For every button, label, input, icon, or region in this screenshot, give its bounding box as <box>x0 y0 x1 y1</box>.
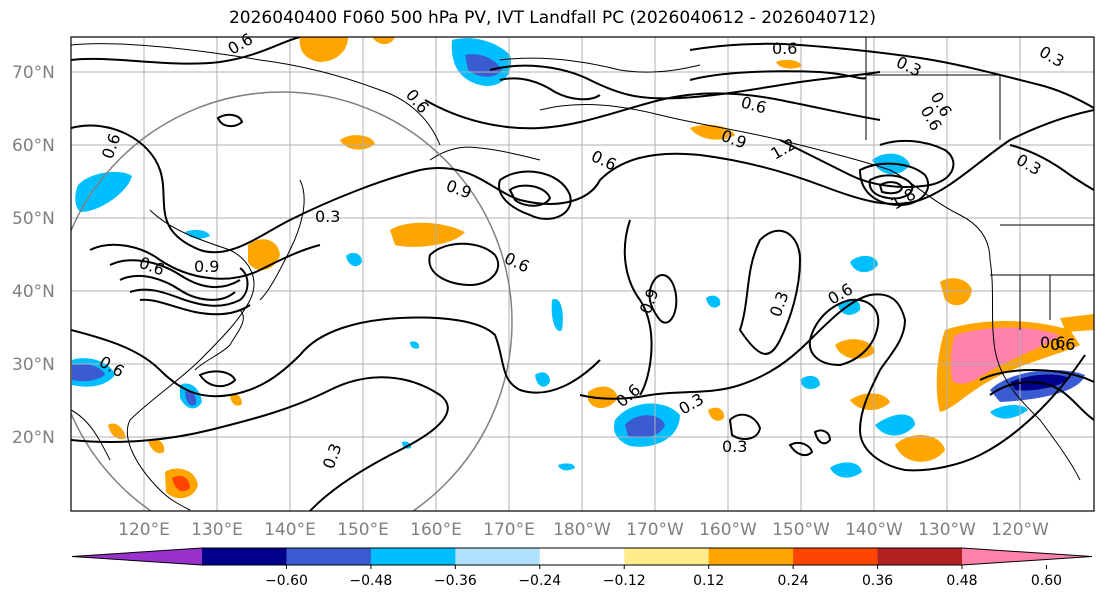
negative-anomaly-region <box>558 463 575 471</box>
colorbar-swatch <box>72 548 202 565</box>
negative-anomaly-region <box>75 171 132 212</box>
positive-anomaly-region <box>390 222 465 247</box>
lon-label: 160°E <box>410 520 462 540</box>
colorbar-tick-label: 0.48 <box>946 573 977 589</box>
lat-label: 70°N <box>12 63 55 83</box>
lat-label: 30°N <box>12 355 55 375</box>
positive-anomaly-region <box>148 438 165 454</box>
positive-anomaly-region <box>708 407 725 421</box>
colorbar-tick-label: 0.36 <box>862 573 893 589</box>
colorbar-outline <box>71 547 1093 566</box>
negative-anomaly-region <box>800 375 820 390</box>
negative-anomaly-region <box>551 299 563 331</box>
colorbar-tick-label: 0.24 <box>778 573 809 589</box>
longitude-labels: 120°E 130°E 140°E 150°E 160°E 170°E 180°… <box>118 520 1049 540</box>
colorbar-swatch <box>286 548 372 565</box>
negative-anomaly-region <box>535 372 550 387</box>
lon-label: 180°W <box>553 520 611 540</box>
map-title: 2026040400 F060 500 hPa PV, IVT Landfall… <box>228 8 876 28</box>
colorbar-swatch <box>624 548 710 565</box>
lat-label: 20°N <box>12 428 55 448</box>
positive-anomaly-region <box>776 59 802 69</box>
lat-label: 60°N <box>12 136 55 156</box>
positive-anomaly-region <box>588 386 618 409</box>
positive-anomaly-region <box>835 339 875 359</box>
contour-label: 0.9 <box>194 257 219 276</box>
colorbar-tick-label: 0.12 <box>693 573 724 589</box>
positive-anomaly-region <box>850 393 890 410</box>
lon-label: 140°E <box>264 520 316 540</box>
colorbar-swatch <box>708 548 794 565</box>
lon-label: 140°W <box>845 520 903 540</box>
pv-anomaly-fill <box>72 37 1094 499</box>
colorbar-swatch <box>455 548 541 565</box>
colorbar-ticks: −0.60 −0.48 −0.36 −0.24 −0.12 0.12 0.24 0.36 0.4… <box>265 565 1062 589</box>
colorbar-swatch <box>877 548 963 565</box>
colorbar: −0.60 −0.48 −0.36 −0.24 −0.12 0.12 0.24 0.36 0.4… <box>71 547 1093 589</box>
contour-label: 0.6 <box>1040 333 1065 352</box>
lon-label: 120°E <box>118 520 170 540</box>
contour-label: 0.6 <box>1050 335 1075 354</box>
colorbar-tick-label: −0.24 <box>518 573 561 589</box>
positive-anomaly-region <box>372 37 395 45</box>
lon-label: 160°W <box>699 520 757 540</box>
latitude-labels: 70°N 60°N 50°N 40°N 30°N 20°N <box>12 63 55 448</box>
lon-label: 150°E <box>337 520 389 540</box>
positive-anomaly-region <box>895 434 945 462</box>
positive-anomaly-region <box>108 423 126 440</box>
lat-label: 50°N <box>12 209 55 229</box>
colorbar-swatch <box>793 548 879 565</box>
negative-anomaly-region <box>346 252 362 267</box>
lon-label: 150°W <box>772 520 830 540</box>
colorbar-swatch <box>370 548 456 565</box>
contour-label: 0.3 <box>315 207 340 226</box>
colorbar-swatch <box>202 548 287 565</box>
map-frame <box>70 36 1095 512</box>
negative-anomaly-region <box>185 390 197 406</box>
lon-label: 130°W <box>918 520 976 540</box>
contour-label: 0.3 <box>722 437 747 456</box>
lon-label: 170°E <box>483 520 535 540</box>
negative-anomaly-region <box>410 341 420 349</box>
negative-anomaly-region <box>990 405 1028 419</box>
lon-label: 120°W <box>991 520 1049 540</box>
negative-anomaly-region <box>72 364 105 382</box>
positive-anomaly-core <box>950 327 1060 384</box>
colorbar-tick-label: −0.12 <box>603 573 646 589</box>
landfall-region-circle <box>71 91 513 511</box>
colorbar-tick-label: −0.48 <box>349 573 392 589</box>
negative-anomaly-region <box>850 255 878 273</box>
colorbar-swatch <box>962 548 1092 565</box>
lon-label: 130°E <box>191 520 243 540</box>
positive-anomaly-region <box>299 37 348 62</box>
pv-contours <box>71 37 1094 511</box>
colorbar-tick-label: −0.60 <box>265 573 308 589</box>
contour-label: 0.6 <box>772 39 797 58</box>
negative-anomaly-region <box>465 54 502 77</box>
lon-label: 170°W <box>626 520 684 540</box>
colorbar-swatches <box>71 547 1093 566</box>
graticule <box>71 37 1094 511</box>
positive-anomaly-region <box>1060 314 1094 332</box>
colorbar-tick-label: 0.60 <box>1031 573 1062 589</box>
colorbar-tick-label: −0.36 <box>434 573 477 589</box>
positive-anomaly-region <box>248 239 280 271</box>
positive-anomaly-region <box>230 394 242 406</box>
positive-anomaly-region <box>940 278 972 306</box>
negative-anomaly-region <box>830 462 862 478</box>
lat-label: 40°N <box>12 282 55 302</box>
colorbar-swatch <box>539 548 625 565</box>
negative-anomaly-region <box>875 414 915 436</box>
positive-anomaly-core <box>172 475 190 492</box>
negative-anomaly-region <box>706 295 721 308</box>
positive-anomaly-region <box>340 135 375 150</box>
